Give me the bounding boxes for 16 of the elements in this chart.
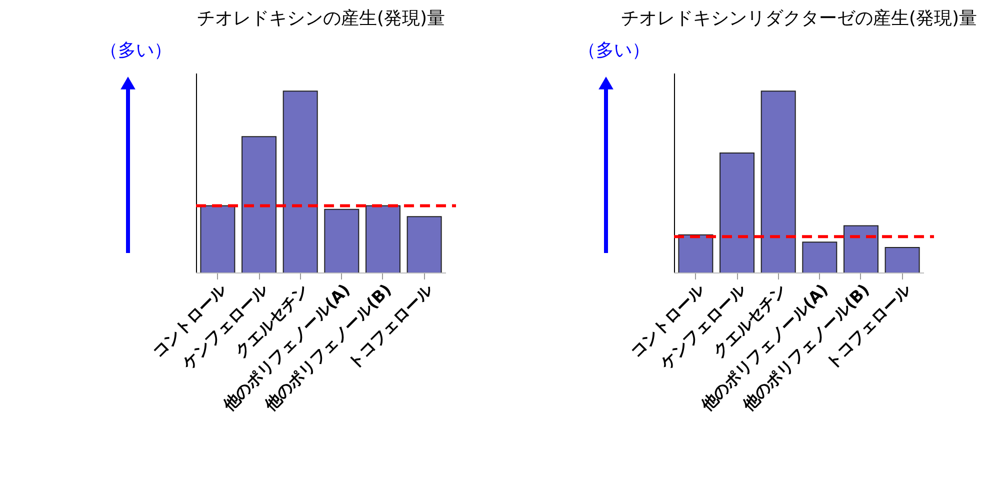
bar	[365, 205, 400, 274]
bar	[406, 216, 442, 274]
bar	[760, 90, 796, 274]
bar	[720, 152, 755, 274]
bar	[324, 208, 360, 274]
bar	[802, 242, 838, 274]
bar	[884, 247, 920, 274]
text: （多い）	[100, 40, 172, 61]
text: （多い）	[578, 40, 650, 61]
bar	[678, 234, 714, 274]
chart-title: チオレドキシンの産生(発現)量	[196, 8, 446, 29]
chart-title: チオレドキシンリダクターゼの産生(発現)量	[620, 8, 978, 29]
bar	[200, 205, 236, 274]
bar	[843, 225, 878, 274]
bar	[282, 90, 318, 274]
bar	[242, 136, 277, 274]
